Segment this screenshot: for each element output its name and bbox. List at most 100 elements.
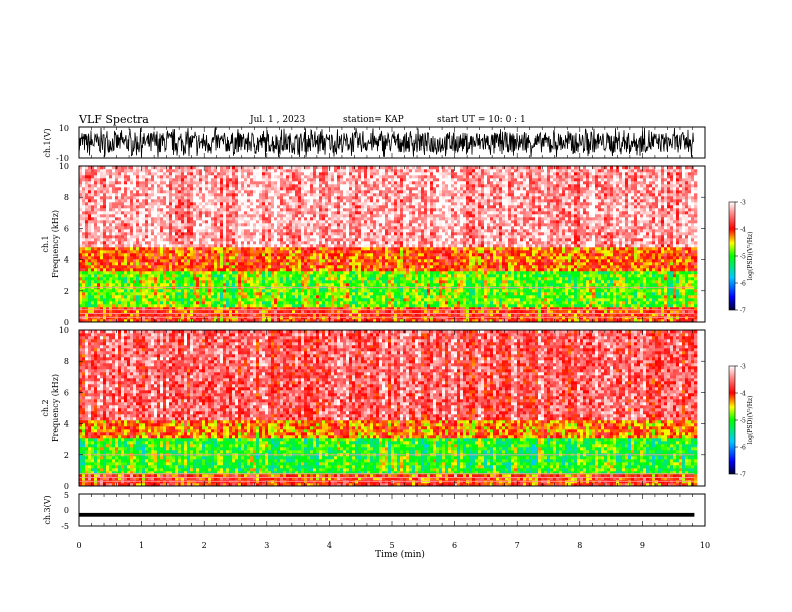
spectrogram-cell <box>271 250 275 254</box>
spectrogram-cell <box>262 199 266 203</box>
spectrogram-cell <box>178 223 182 227</box>
spectrogram-cell <box>136 232 140 236</box>
spectrogram-cell <box>151 205 155 209</box>
spectrogram-cell <box>166 223 170 227</box>
spectrogram-cell <box>199 250 203 254</box>
spectrogram-cell <box>154 313 158 317</box>
spectrogram-cell <box>253 193 257 197</box>
spectrogram-cell <box>244 214 248 218</box>
spectrogram-cell <box>133 289 137 293</box>
spectrogram-cell <box>94 298 98 302</box>
spectrogram-cell <box>133 265 137 269</box>
spectrogram-cell <box>103 199 107 203</box>
spectrogram-cell <box>79 172 83 176</box>
spectrogram-cell <box>280 211 284 215</box>
spectrogram-cell <box>316 265 320 269</box>
spectrogram-cell <box>325 232 329 236</box>
spectrogram-cell <box>223 193 227 197</box>
spectrogram-cell <box>178 181 182 185</box>
spectrogram-cell <box>277 187 281 191</box>
spectrogram-cell <box>328 241 332 245</box>
spectrogram-cell <box>163 172 167 176</box>
spectrogram-cell <box>334 172 338 176</box>
spectrogram-cell <box>301 292 305 296</box>
spectrogram-cell <box>115 265 119 269</box>
spectrogram-cell <box>316 238 320 242</box>
spectrogram-cell <box>301 190 305 194</box>
spectrogram-cell <box>178 298 182 302</box>
spectrogram-cell <box>301 238 305 242</box>
spectrogram-cell <box>190 241 194 245</box>
spectrogram-cell <box>307 184 311 188</box>
spectrogram-cell <box>82 280 86 284</box>
spectrogram-cell <box>100 181 104 185</box>
spectrogram-cell <box>304 226 308 230</box>
spectrogram-cell <box>289 244 293 248</box>
spectrogram-cell <box>109 217 113 221</box>
spectrogram-cell <box>199 301 203 305</box>
spectrogram-cell <box>319 268 323 272</box>
spectrogram-cell <box>358 241 362 245</box>
spectrogram-cell <box>181 175 185 179</box>
spectrogram-cell <box>337 169 341 173</box>
spectrogram-cell <box>181 295 185 299</box>
spectrogram-cell <box>334 298 338 302</box>
spectrogram-cell <box>358 220 362 224</box>
spectrogram-cell <box>142 319 146 323</box>
spectrogram-cell <box>295 274 299 278</box>
spectrogram-cell <box>139 244 143 248</box>
spectrogram-cell <box>325 241 329 245</box>
spectrogram-cell <box>301 280 305 284</box>
spectrogram-cell <box>133 283 137 287</box>
spectrogram-cell <box>130 235 134 239</box>
spectrogram-cell <box>88 205 92 209</box>
spectrogram-cell <box>172 226 176 230</box>
spectrogram-cell <box>334 187 338 191</box>
spectrogram-cell <box>316 277 320 281</box>
spectrogram-cell <box>319 235 323 239</box>
spectrogram-cell <box>307 193 311 197</box>
spectrogram-cell <box>337 190 341 194</box>
spectrogram-cell <box>208 220 212 224</box>
spectrogram-cell <box>247 241 251 245</box>
spectrogram-cell <box>262 226 266 230</box>
spectrogram-cell <box>127 166 131 170</box>
spectrogram-cell <box>352 190 356 194</box>
spectrogram-cell <box>307 280 311 284</box>
spectrogram-cell <box>82 166 86 170</box>
spectrogram-cell <box>268 259 272 263</box>
spectrogram-cell <box>310 301 314 305</box>
spectrogram-cell <box>301 166 305 170</box>
spectrogram-cell <box>163 313 167 317</box>
spectrogram-cell <box>304 265 308 269</box>
spectrogram-cell <box>331 253 335 257</box>
spectrogram-cell <box>241 298 245 302</box>
spectrogram-cell <box>304 268 308 272</box>
spectrogram-cell <box>319 208 323 212</box>
spectrogram-cell <box>316 181 320 185</box>
spectrogram-cell <box>181 265 185 269</box>
spectrogram-cell <box>211 298 215 302</box>
spectrogram-cell <box>82 250 86 254</box>
spectrogram-cell <box>124 193 128 197</box>
spectrogram-cell <box>331 295 335 299</box>
spectrogram-cell <box>340 304 344 308</box>
spectrogram-cell <box>142 301 146 305</box>
spectrogram-cell <box>292 175 296 179</box>
spectrogram-cell <box>274 220 278 224</box>
spectrogram-cell <box>205 181 209 185</box>
spectrogram-cell <box>274 280 278 284</box>
spectrogram-cell <box>247 307 251 311</box>
spectrogram-cell <box>355 223 359 227</box>
spectrogram-cell <box>265 172 269 176</box>
spectrogram-cell <box>97 208 101 212</box>
spectrogram-cell <box>238 259 242 263</box>
spectrogram-cell <box>214 310 218 314</box>
spectrogram-cell <box>289 220 293 224</box>
spectrogram-cell <box>334 319 338 323</box>
spectrogram-cell <box>253 283 257 287</box>
spectrogram-cell <box>196 220 200 224</box>
spectrogram-cell <box>289 256 293 260</box>
spectrogram-cell <box>244 241 248 245</box>
spectrogram-cell <box>238 190 242 194</box>
